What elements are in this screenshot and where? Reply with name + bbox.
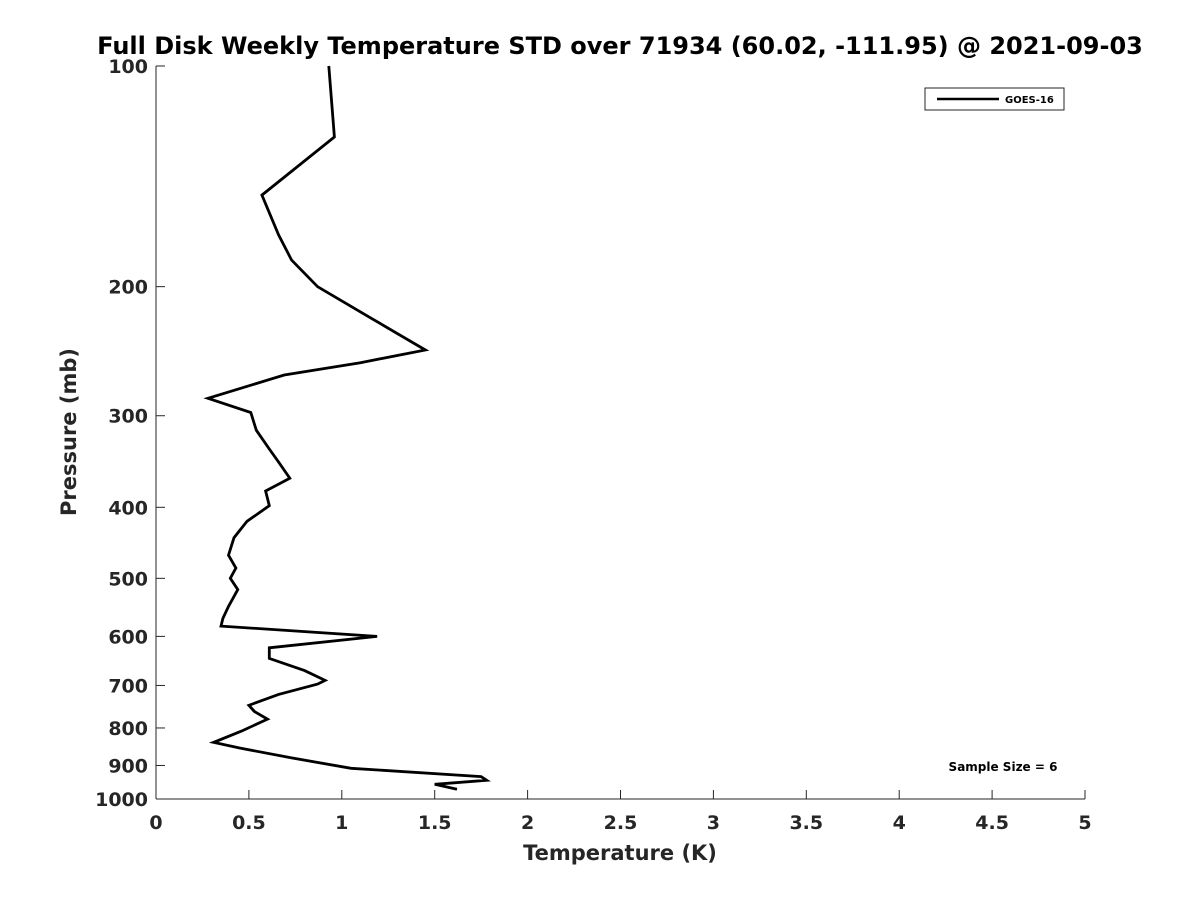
x-tick-label: 3 — [707, 812, 720, 834]
y-tick-label: 400 — [108, 497, 148, 519]
x-tick-label: 1.5 — [418, 812, 452, 834]
sample-size-annotation: Sample Size = 6 — [949, 760, 1058, 774]
chart-title: Full Disk Weekly Temperature STD over 71… — [97, 32, 1143, 60]
x-tick-label: 2 — [521, 812, 534, 834]
x-axis-label: Temperature (K) — [523, 841, 717, 865]
y-tick-label: 800 — [108, 718, 148, 740]
y-tick-label: 900 — [108, 755, 148, 777]
y-tick-label: 700 — [108, 675, 148, 697]
x-ticks: 0 0.5 1 1.5 2 2.5 3 3.5 4 4.5 5 — [149, 790, 1092, 834]
legend: GOES-16 — [924, 87, 1065, 111]
series-line-goes-16 — [203, 65, 491, 791]
y-tick-label: 500 — [108, 568, 148, 590]
plot-background — [156, 66, 1085, 799]
x-tick-label: 5 — [1078, 812, 1091, 834]
y-tick-label: 1000 — [95, 789, 148, 811]
x-tick-label: 0 — [149, 812, 162, 834]
x-tick-label: 4 — [893, 812, 906, 834]
x-tick-label: 4.5 — [975, 812, 1009, 834]
x-tick-label: 0.5 — [232, 812, 266, 834]
y-ticks: 100 200 300 400 500 600 700 800 900 1000 — [95, 56, 165, 811]
y-tick-label: 600 — [108, 626, 148, 648]
legend-label: GOES-16 — [1005, 95, 1054, 106]
series-layer — [203, 65, 491, 791]
plot-area: 0 0.5 1 1.5 2 2.5 3 3.5 4 4.5 5 100 200 300 400 500 600… — [95, 56, 1092, 834]
y-tick-label: 300 — [108, 406, 148, 428]
x-tick-label: 3.5 — [789, 812, 823, 834]
x-tick-label: 1 — [335, 812, 348, 834]
x-tick-label: 2.5 — [604, 812, 638, 834]
y-tick-label: 100 — [108, 56, 148, 78]
y-axis-label: Pressure (mb) — [57, 348, 81, 516]
y-tick-label: 200 — [108, 277, 148, 299]
